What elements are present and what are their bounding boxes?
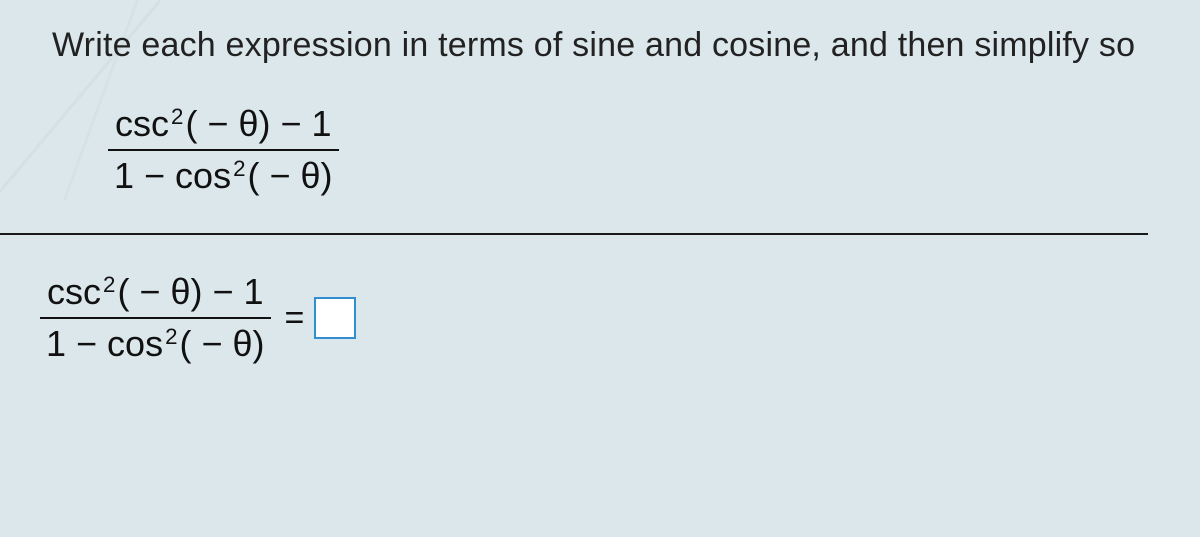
ans-csc-text: csc [47, 271, 101, 312]
answer-denominator: 1 − cos2( − θ) [40, 321, 271, 367]
csc-text: csc [115, 103, 169, 144]
answer-fraction: csc2( − θ) − 1 1 − cos2( − θ) [40, 269, 271, 367]
problem-expression: csc2( − θ) − 1 1 − cos2( − θ) [108, 101, 1160, 199]
ans-csc-arg: ( − θ) − 1 [117, 271, 263, 312]
section-divider [0, 233, 1148, 235]
answer-fraction-bar [40, 317, 271, 319]
cos-exponent: 2 [233, 156, 245, 181]
problem-fraction: csc2( − θ) − 1 1 − cos2( − θ) [108, 101, 339, 199]
answer-numerator: csc2( − θ) − 1 [40, 269, 271, 315]
ans-cos-exponent: 2 [165, 324, 177, 349]
csc-exponent: 2 [171, 104, 183, 129]
fraction-bar [108, 149, 339, 151]
instruction-text: Write each expression in terms of sine a… [52, 26, 1160, 65]
page: Write each expression in terms of sine a… [0, 0, 1200, 537]
csc-arg: ( − θ) − 1 [185, 103, 331, 144]
ans-csc-exponent: 2 [103, 272, 115, 297]
equals-sign: = [285, 299, 305, 338]
cos-arg: ( − θ) [248, 155, 333, 196]
ans-cos-prefix: 1 − cos [46, 323, 163, 364]
answer-row: csc2( − θ) − 1 1 − cos2( − θ) = [40, 269, 1160, 367]
answer-input[interactable] [314, 297, 356, 339]
problem-denominator: 1 − cos2( − θ) [108, 153, 339, 199]
cos-prefix: 1 − cos [114, 155, 231, 196]
ans-cos-arg: ( − θ) [180, 323, 265, 364]
problem-numerator: csc2( − θ) − 1 [108, 101, 339, 147]
